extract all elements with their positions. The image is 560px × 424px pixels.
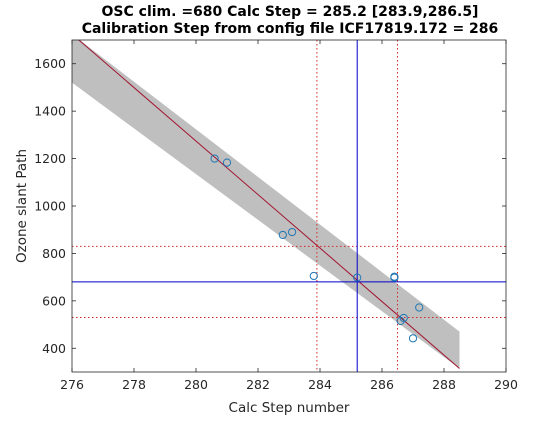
data-point xyxy=(309,271,318,281)
x-tick-label: 288 xyxy=(432,377,456,392)
y-tick-label: 600 xyxy=(42,293,66,308)
y-axis-label: Ozone slant Path xyxy=(14,149,30,263)
data-point xyxy=(390,273,399,282)
y-tick-label: 1000 xyxy=(34,199,66,214)
x-axis-label: Calc Step number xyxy=(229,400,350,416)
data-point xyxy=(415,303,424,312)
data-point xyxy=(210,154,219,163)
x-tick-label: 278 xyxy=(122,377,146,392)
data-point xyxy=(399,313,408,323)
fit-line xyxy=(78,40,460,369)
x-tick-label: 276 xyxy=(60,377,84,392)
plot-area xyxy=(72,40,506,372)
data-point xyxy=(408,334,418,343)
data-point xyxy=(278,230,287,240)
y-tick-label: 1200 xyxy=(34,151,66,166)
y-tick-label: 1400 xyxy=(34,104,66,119)
data-points-layer xyxy=(210,154,424,343)
y-tick-label: 1600 xyxy=(34,56,66,71)
data-point xyxy=(288,227,297,237)
x-axis: 276 278 280 282 284 286 288 290 xyxy=(60,40,518,392)
y-tick-label: 400 xyxy=(42,341,66,356)
x-tick-label: 282 xyxy=(246,377,270,392)
chart-title-line-2: Calibration Step from config file ICF178… xyxy=(82,21,499,37)
x-tick-label: 290 xyxy=(494,377,518,392)
x-tick-label: 284 xyxy=(308,377,332,392)
data-point xyxy=(353,273,362,282)
x-tick-label: 286 xyxy=(370,377,394,392)
confidence-band xyxy=(72,40,460,369)
data-point xyxy=(222,158,232,167)
chart-title-line-1: OSC clim. =680 Calc Step = 285.2 [283.9,… xyxy=(102,4,479,20)
x-tick-label: 280 xyxy=(184,377,208,392)
y-axis: 400 600 800 1000 1200 1400 1600 xyxy=(34,56,506,356)
y-tick-label: 800 xyxy=(42,246,66,261)
